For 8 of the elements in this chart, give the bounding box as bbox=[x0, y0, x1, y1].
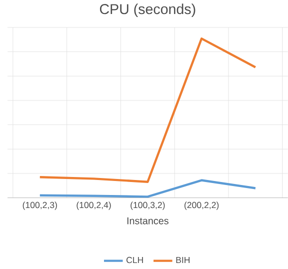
legend-label: CLH bbox=[126, 256, 143, 264]
chart-title: CPU (seconds) bbox=[100, 4, 196, 17]
x-axis-title: Instances bbox=[127, 217, 168, 224]
x-tick-label: (100,2,4) bbox=[76, 202, 111, 210]
x-tick-label: (200,2,2) bbox=[184, 202, 219, 210]
x-tick-label: (100,3,2) bbox=[130, 202, 165, 210]
legend-label: BIH bbox=[176, 256, 190, 263]
x-tick-label: (100,2,3) bbox=[22, 202, 57, 210]
